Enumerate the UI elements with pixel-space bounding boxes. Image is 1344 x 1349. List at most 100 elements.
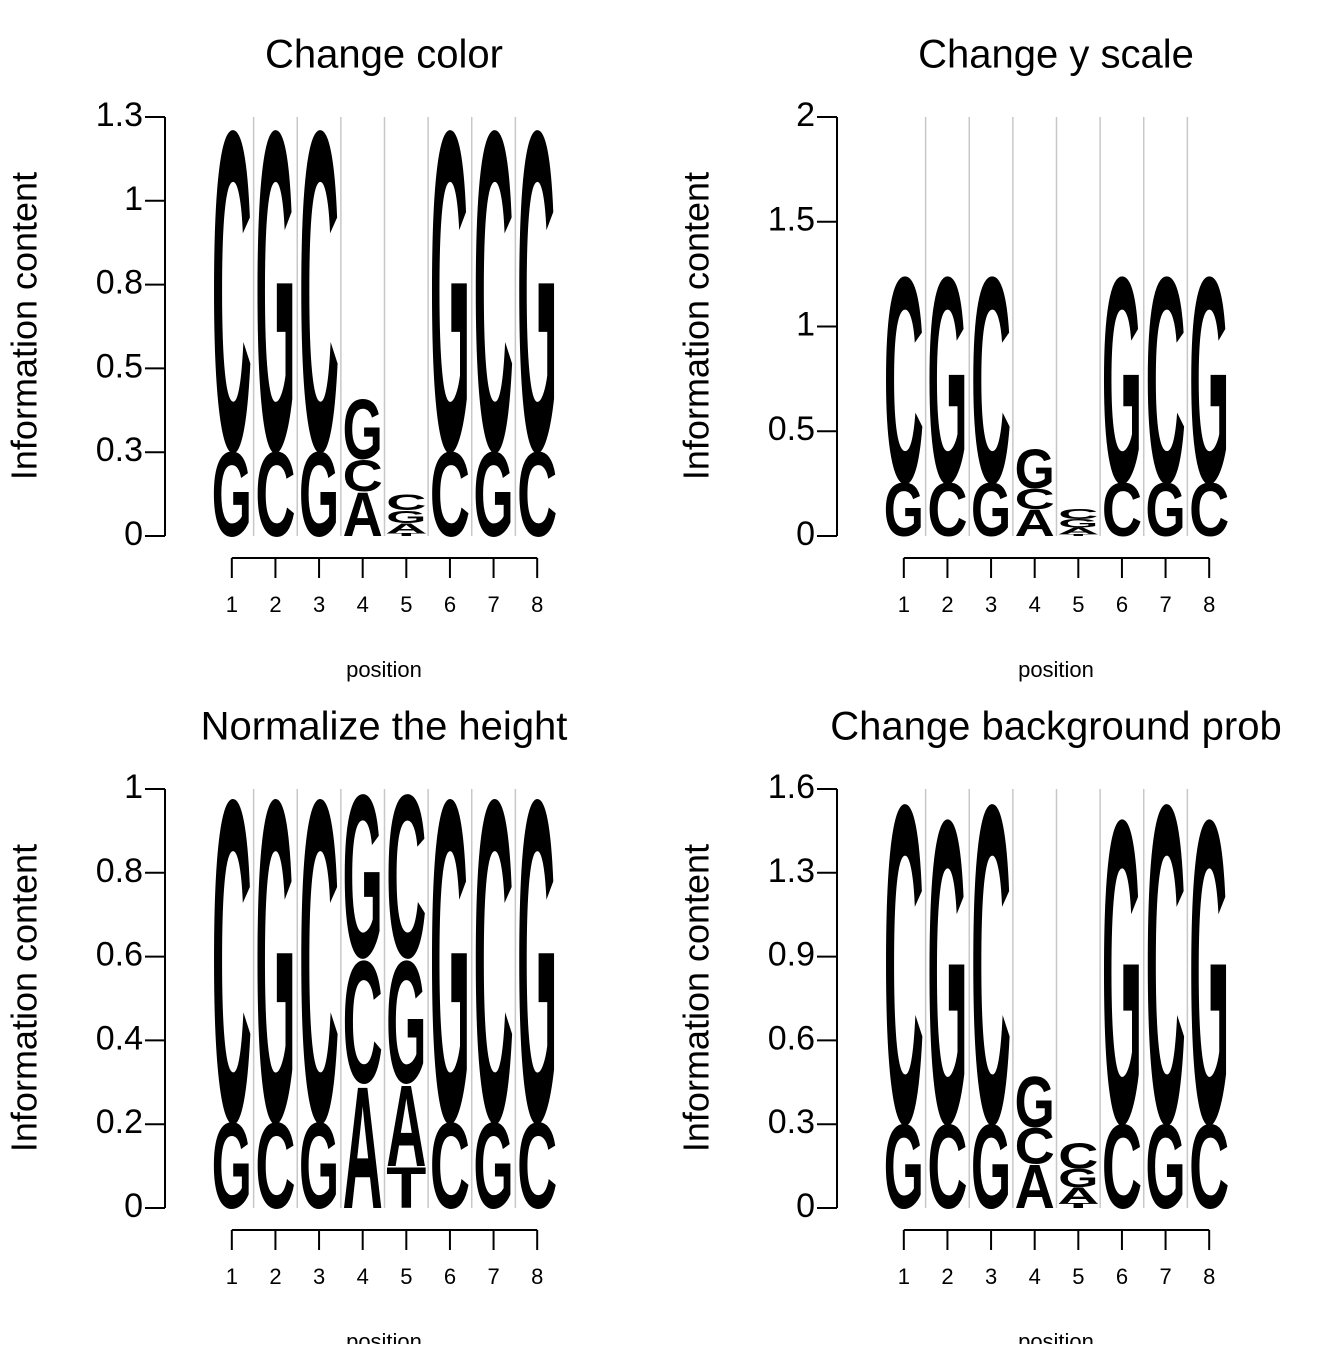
logo-letter: C bbox=[255, 1099, 295, 1235]
logo-letter: T bbox=[1058, 1201, 1099, 1209]
logo-letter: C bbox=[430, 427, 470, 562]
logo-letter: G bbox=[884, 1099, 924, 1234]
x-axis-label: position bbox=[1018, 1329, 1094, 1344]
logo-letter: C bbox=[299, 36, 339, 546]
y-tick-label: 0.8 bbox=[96, 852, 143, 890]
logo-letter: G bbox=[386, 507, 426, 527]
x-tick-label: 8 bbox=[531, 1264, 543, 1289]
logo-letter: T bbox=[386, 532, 426, 537]
x-tick-label: 6 bbox=[1116, 592, 1128, 617]
logo-letter: G bbox=[517, 36, 557, 546]
logo-letter: C bbox=[1189, 1099, 1229, 1234]
y-tick-label: 0.6 bbox=[768, 1019, 815, 1057]
logo-letter: C bbox=[517, 427, 557, 562]
logo-letter: G bbox=[343, 745, 383, 1006]
x-tick-label: 6 bbox=[444, 592, 456, 617]
y-tick-label: 0.9 bbox=[768, 936, 815, 974]
logo-letter: T bbox=[386, 1156, 426, 1221]
y-tick-label: 1.5 bbox=[768, 201, 815, 239]
logo-letter: G bbox=[517, 705, 557, 1218]
logo-letter: C bbox=[212, 706, 252, 1218]
logo-letter: C bbox=[1015, 483, 1055, 515]
x-tick-label: 8 bbox=[1203, 592, 1215, 617]
logo-letter: G bbox=[1102, 215, 1142, 544]
logo-letter: A bbox=[343, 1052, 383, 1246]
panel: Change background prob Information conten… bbox=[676, 705, 1282, 1349]
logo-letter: A bbox=[1058, 526, 1098, 536]
x-tick-label: 2 bbox=[269, 1264, 281, 1289]
x-tick-label: 3 bbox=[985, 592, 997, 617]
panel: Change y scale Information content positio… bbox=[676, 33, 1230, 682]
logo-letter: C bbox=[1145, 216, 1185, 544]
y-tick-label: 0 bbox=[796, 515, 815, 553]
x-tick-label: 5 bbox=[400, 592, 412, 617]
logo-letter: A bbox=[386, 520, 426, 535]
y-tick-label: 1 bbox=[796, 305, 815, 343]
logo-letter: G bbox=[1189, 731, 1229, 1214]
logo-letter: G bbox=[473, 427, 513, 562]
panel: Change color Information content position 0… bbox=[4, 33, 558, 682]
logo-letter: C bbox=[927, 469, 967, 553]
y-tick-label: 1 bbox=[124, 768, 143, 806]
panel-title: Change background prob bbox=[830, 705, 1281, 749]
x-axis-label: position bbox=[346, 657, 422, 682]
y-tick-label: 1 bbox=[124, 180, 143, 218]
y-tick-label: 1.3 bbox=[768, 852, 815, 890]
logo-letter: G bbox=[927, 731, 967, 1214]
logo-letter: T bbox=[1058, 533, 1098, 536]
y-tick-label: 0.6 bbox=[96, 936, 143, 974]
logo-letter: G bbox=[884, 467, 924, 552]
logo-letter: G bbox=[1189, 215, 1229, 544]
y-tick-label: 0.3 bbox=[768, 1103, 815, 1141]
logo-letter: C bbox=[473, 706, 513, 1218]
x-tick-label: 4 bbox=[357, 592, 369, 617]
logo-letter: G bbox=[255, 36, 295, 546]
logo-letter: C bbox=[1102, 1099, 1142, 1234]
y-axis-label: Information content bbox=[4, 844, 45, 1152]
logo-letter: C bbox=[255, 427, 295, 562]
panel: Normalize the height Information content p… bbox=[4, 705, 568, 1349]
y-tick-label: 0.3 bbox=[96, 431, 143, 469]
logo-letter: G bbox=[1058, 517, 1098, 530]
y-tick-label: 0.2 bbox=[96, 1103, 143, 1141]
logo-letter: A bbox=[1015, 1153, 1055, 1221]
logo-letter: G bbox=[1145, 467, 1185, 552]
logo-letter: G bbox=[1015, 439, 1055, 500]
x-tick-label: 3 bbox=[313, 1264, 325, 1289]
logo-letter: G bbox=[212, 1097, 252, 1234]
panel-title: Change color bbox=[265, 33, 503, 77]
y-tick-label: 1.3 bbox=[96, 96, 143, 134]
x-tick-label: 6 bbox=[1116, 1264, 1128, 1289]
x-tick-label: 4 bbox=[1029, 1264, 1041, 1289]
logo-letter: A bbox=[386, 1061, 426, 1191]
y-tick-label: 1.6 bbox=[768, 768, 815, 806]
logo-letter: C bbox=[1189, 469, 1229, 553]
x-axis-label: position bbox=[1018, 657, 1094, 682]
logo-letter: C bbox=[1058, 1135, 1098, 1176]
y-axis-label: Information content bbox=[676, 844, 717, 1152]
y-tick-label: 0 bbox=[124, 1187, 143, 1225]
x-tick-label: 8 bbox=[1203, 1264, 1215, 1289]
x-tick-label: 7 bbox=[487, 1264, 499, 1289]
logo-letter: G bbox=[430, 705, 470, 1218]
x-tick-label: 2 bbox=[941, 592, 953, 617]
x-tick-label: 4 bbox=[1029, 592, 1041, 617]
y-tick-label: 0.8 bbox=[96, 264, 143, 302]
x-tick-label: 8 bbox=[531, 592, 543, 617]
logo-letter: C bbox=[884, 710, 924, 1218]
x-tick-label: 7 bbox=[487, 592, 499, 617]
x-tick-label: 1 bbox=[898, 592, 910, 617]
logo-letter: C bbox=[343, 450, 383, 501]
x-tick-label: 1 bbox=[226, 1264, 238, 1289]
x-tick-label: 7 bbox=[1159, 592, 1171, 617]
logo-letter: G bbox=[1058, 1164, 1098, 1193]
x-tick-label: 5 bbox=[1072, 1264, 1084, 1289]
panel-title: Normalize the height bbox=[201, 705, 568, 749]
y-axis-label: Information content bbox=[676, 172, 717, 480]
logo-letter: A bbox=[1058, 1183, 1098, 1207]
y-tick-label: 0 bbox=[124, 515, 143, 553]
x-tick-label: 4 bbox=[357, 1264, 369, 1289]
logo-letter: G bbox=[1102, 731, 1142, 1214]
